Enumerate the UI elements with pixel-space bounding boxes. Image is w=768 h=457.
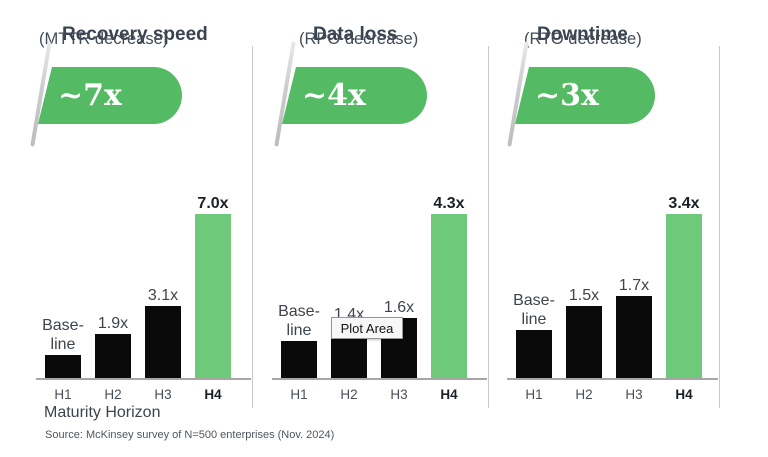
x-tick-label: H1	[54, 387, 72, 402]
x-axis-title: Maturity Horizon	[44, 404, 161, 421]
panel-divider	[488, 46, 489, 408]
x-tick-label: H3	[390, 387, 408, 402]
badge-value: ~4x	[302, 77, 366, 113]
bar-value-label: 1.9x	[97, 315, 129, 332]
bar-value-label: Base- line	[278, 303, 320, 339]
x-axis-line	[36, 378, 251, 380]
bar-value-label: Base- line	[42, 317, 84, 353]
panel-subtitle: (MTTR decrease)	[39, 30, 169, 48]
x-tick-label: H2	[340, 387, 358, 402]
bar-chart-data-loss[interactable]: Base- line H1 1.4x H2 1.6x H3 4.3x H4	[254, 0, 489, 410]
multiplier-badge: ~4x	[274, 41, 427, 147]
panel-title: Downtime	[537, 23, 628, 45]
bar-value-label: 7.0x	[197, 195, 229, 212]
bar-chart-recovery-speed[interactable]: Base- line H1 1.9x H2 3.1x H3 7.0x H4	[18, 0, 253, 410]
panel-recovery-speed: Recovery speed (MTTR decrease) ~7x Base-…	[18, 0, 253, 410]
bar-h1[interactable]	[45, 355, 81, 379]
bar-h2[interactable]	[566, 306, 602, 379]
bar-value-label: 3.4x	[668, 195, 700, 212]
bar-chart-downtime[interactable]: Base- line H1 1.5x H2 1.7x H3 3.4x H4	[489, 0, 720, 410]
panel-subtitle: (RPO decrease)	[299, 30, 419, 48]
panel-divider	[719, 46, 720, 408]
bar-value-label: 1.5x	[568, 287, 600, 304]
bar-value-label: 3.1x	[147, 287, 179, 304]
bar-value-label: Base- line	[513, 292, 555, 328]
badge-pill: ~4x	[282, 67, 427, 124]
x-tick-label: H4	[440, 387, 458, 402]
bar-value-label: 4.3x	[433, 195, 465, 212]
x-axis-line	[507, 378, 718, 380]
highlight-bar-h4[interactable]	[666, 214, 702, 379]
x-tick-label: H4	[675, 387, 693, 402]
x-tick-label: H1	[290, 387, 308, 402]
highlight-bar-h4[interactable]	[431, 214, 467, 379]
source-note: Source: McKinsey survey of N=500 enterpr…	[45, 429, 335, 441]
bar-value-label: 1.7x	[618, 277, 650, 294]
panel-data-loss: Data loss (RPO decrease) ~4x Base- line H…	[254, 0, 489, 410]
bar-value-label: 1.6x	[383, 299, 415, 316]
highlight-bar-h4[interactable]	[195, 214, 231, 379]
badge-value: ~7x	[58, 77, 122, 113]
x-tick-label: H3	[154, 387, 172, 402]
multiplier-badge: ~7x	[30, 41, 182, 147]
x-axis-line	[272, 378, 487, 380]
multiplier-badge: ~3x	[507, 41, 655, 147]
panel-title: Recovery speed	[62, 23, 208, 45]
plot-area-tooltip: Plot Area	[331, 317, 403, 339]
badge-pill: ~3x	[515, 67, 655, 124]
x-tick-label: H2	[575, 387, 593, 402]
badge-value: ~3x	[535, 77, 599, 113]
bar-h2[interactable]	[95, 334, 131, 379]
x-tick-label: H1	[525, 387, 543, 402]
bar-h3[interactable]	[616, 296, 652, 379]
x-tick-label: H3	[625, 387, 643, 402]
panel-divider	[252, 46, 253, 408]
bar-h3[interactable]	[145, 306, 181, 379]
x-tick-label: H2	[104, 387, 122, 402]
panel-subtitle: (RTO decrease)	[524, 30, 642, 48]
x-tick-label: H4	[204, 387, 222, 402]
panel-downtime: Downtime (RTO decrease) ~3x Base- line H1…	[489, 0, 720, 410]
panel-title: Data loss	[313, 23, 398, 45]
bar-h1[interactable]	[516, 330, 552, 379]
badge-pill: ~7x	[38, 67, 182, 124]
bar-h1[interactable]	[281, 341, 317, 379]
